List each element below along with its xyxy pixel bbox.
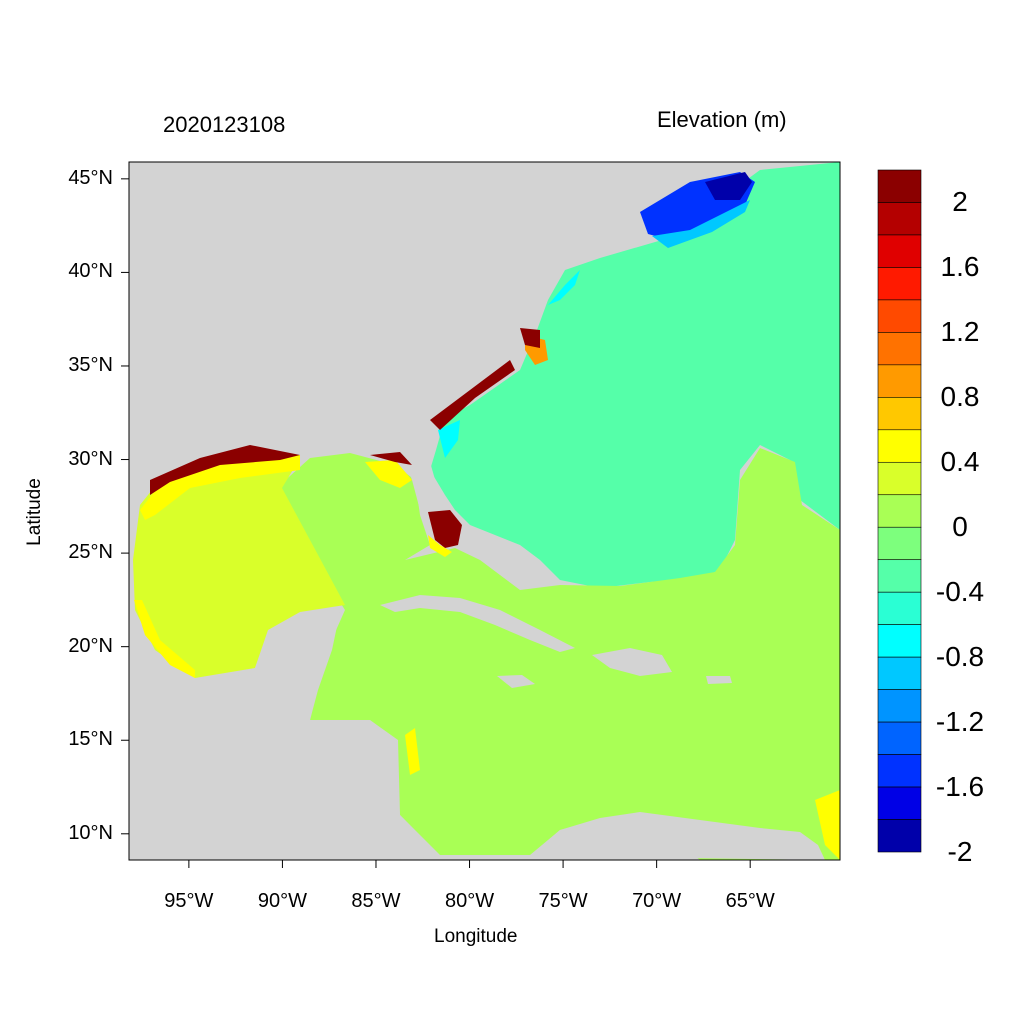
caribbean-sea [280,448,840,860]
colorbar-label: -0.8 [935,641,985,673]
y-axis-title: Latitude [24,478,45,546]
gulf-of-maine-deep [705,172,752,200]
yucatan-land [129,612,440,860]
gulf-coast-band [140,455,300,520]
colorbar-swatch [877,429,922,463]
colorbar-swatch [877,591,922,625]
colorbar-swatch [877,202,922,236]
colorbar-swatch [877,364,922,398]
y-axis-ticks [121,178,129,835]
x-tick-label: 65°W [725,890,775,912]
y-tick-label: 10°N [68,821,113,844]
colorbar-swatch [877,754,922,788]
colorbar-label: 0 [952,511,968,543]
louisiana-surge [150,445,300,495]
atlantic-ocean [430,162,840,588]
colorbar-label: 1.6 [940,251,980,283]
colorbar-label: -1.2 [935,706,985,738]
georgia-coast [438,420,460,458]
honduras-band [405,728,420,775]
colorbar-swatch [877,267,922,301]
mexico-coast-band [134,600,195,678]
map-frame [128,161,841,861]
y-tick-label: 25°N [68,541,113,564]
gulf-of-mexico [133,458,345,678]
colorbar-swatch [877,526,922,561]
x-tick-label: 90°W [257,890,307,912]
colorbar-label: -0.4 [935,576,985,608]
pamlico-surge [520,328,540,348]
colorbar-label: 0.8 [940,381,980,413]
colorbar-label: 0.4 [940,446,980,478]
colorbar-swatch [877,332,922,366]
venezuela-band [815,790,840,860]
y-tick-label: 35°N [68,353,113,376]
big-bend-band [365,460,412,488]
colorbar-swatch [877,624,922,658]
colorbar-swatch [877,397,922,431]
y-tick-label: 20°N [68,634,113,657]
x-axis-ticks [188,860,751,868]
south-florida-surge [428,510,462,548]
hispaniola-land [592,648,672,676]
colorbar-swatch [877,299,922,333]
x-tick-label: 75°W [538,890,588,912]
colorbar-swatch [877,721,922,755]
colorbar-swatch [877,689,922,723]
variable-title: Elevation (m) [657,107,787,132]
x-tick-label: 85°W [351,890,401,912]
y-tick-label: 45°N [68,166,113,189]
gulf-of-maine-edge [652,200,750,248]
colorbar-swatch [877,786,922,820]
southeast-coast-surge [430,360,515,430]
colorbar-swatch [877,559,922,593]
colorbar-swatch [877,234,922,268]
x-tick-label: 95°W [164,890,214,912]
jamaica-land [497,675,535,688]
timestamp-title: 2020123108 [163,112,286,137]
colorbar-label: 2 [952,186,968,218]
x-axis-title: Longitude [434,926,518,947]
colorbar-label: -2 [947,836,973,867]
y-tick-label: 30°N [68,447,113,470]
colorbar-swatch [877,461,922,496]
y-tick-label: 15°N [68,728,113,751]
puerto-rico-land [706,676,732,684]
x-tick-label: 80°W [444,890,495,912]
south-america-land [530,812,825,860]
colorbar-label: -1.6 [935,771,985,803]
colorbar-label: 1.2 [940,316,980,348]
mid-atlantic-coast [548,270,580,305]
cuba-land [380,595,575,652]
colorbar-swatch [877,819,922,853]
colorbar-swatch [877,494,922,528]
colorbar-swatch [877,169,922,203]
x-tick-label: 70°W [632,890,682,912]
colorbar-swatch [877,656,922,690]
panhandle-surge [370,452,412,465]
colorbar [877,169,922,853]
florida-keys-band [428,535,452,557]
y-tick-label: 40°N [68,260,113,283]
